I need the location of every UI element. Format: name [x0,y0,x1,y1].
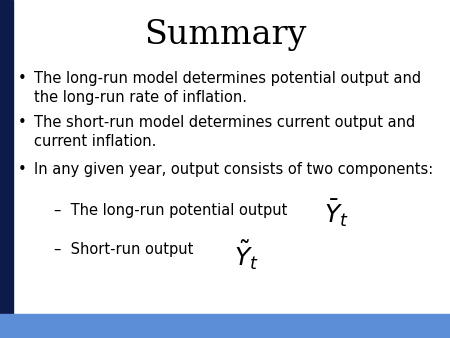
Text: •: • [18,115,27,130]
Text: –  The long-run potential output: – The long-run potential output [54,203,288,218]
Text: The long-run model determines potential output and
the long-run rate of inflatio: The long-run model determines potential … [34,71,421,105]
Text: •: • [18,162,27,177]
Text: Summary: Summary [144,19,306,51]
Text: The short-run model determines current output and
current inflation.: The short-run model determines current o… [34,115,415,149]
Text: $\bar{Y}_t$: $\bar{Y}_t$ [324,198,349,229]
Bar [0,314,450,338]
Text: •: • [18,71,27,86]
Text: –  Short-run output: – Short-run output [54,242,194,257]
Text: $\tilde{Y}_t$: $\tilde{Y}_t$ [234,238,259,271]
Text: In any given year, output consists of two components:: In any given year, output consists of tw… [34,162,433,177]
Bar [0,0,13,314]
